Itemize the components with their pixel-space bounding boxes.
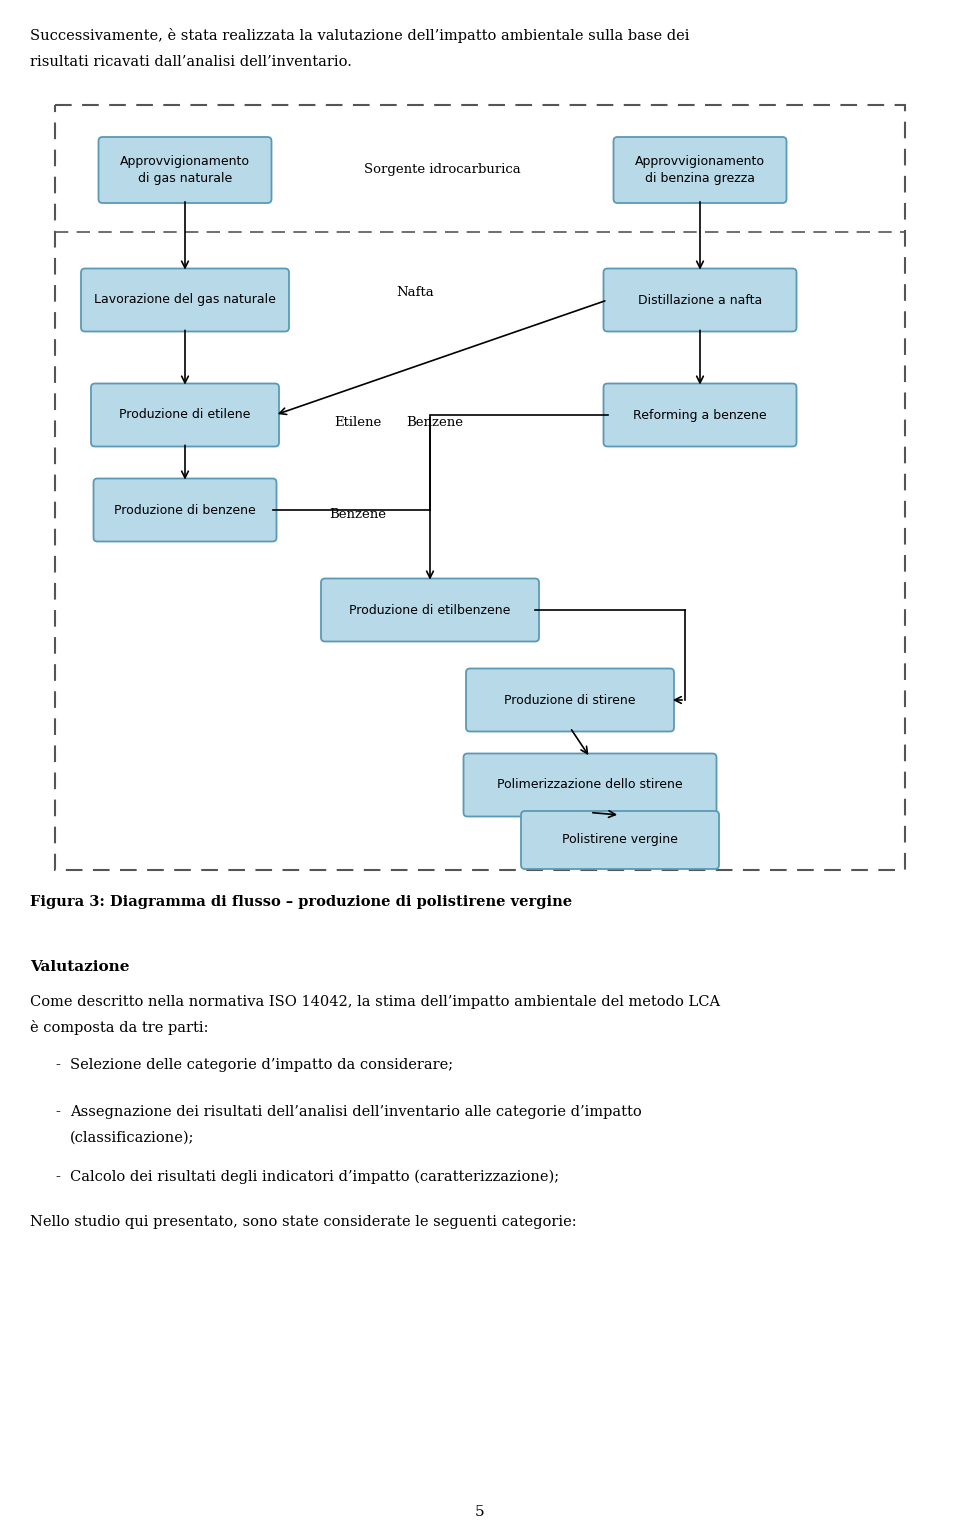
FancyBboxPatch shape — [604, 268, 797, 332]
Text: (classificazione);: (classificazione); — [70, 1131, 195, 1145]
Text: Sorgente idrocarburica: Sorgente idrocarburica — [364, 164, 520, 176]
Text: Approvvigionamento
di benzina grezza: Approvvigionamento di benzina grezza — [635, 155, 765, 185]
FancyBboxPatch shape — [604, 383, 797, 447]
Text: Produzione di etilene: Produzione di etilene — [119, 409, 251, 421]
Text: Nello studio qui presentato, sono state considerate le seguenti categorie:: Nello studio qui presentato, sono state … — [30, 1216, 577, 1229]
FancyBboxPatch shape — [91, 383, 279, 447]
Text: Distillazione a nafta: Distillazione a nafta — [637, 294, 762, 306]
Text: Benzene: Benzene — [329, 508, 387, 522]
Text: Successivamente, è stata realizzata la valutazione dell’impatto ambientale sulla: Successivamente, è stata realizzata la v… — [30, 28, 689, 43]
Text: risultati ricavati dall’analisi dell’inventario.: risultati ricavati dall’analisi dell’inv… — [30, 55, 352, 69]
FancyBboxPatch shape — [99, 136, 272, 204]
FancyBboxPatch shape — [521, 811, 719, 870]
Text: Valutazione: Valutazione — [30, 960, 130, 974]
FancyBboxPatch shape — [321, 579, 539, 641]
Text: Benzene: Benzene — [406, 416, 464, 430]
Text: -: - — [55, 1170, 60, 1183]
FancyBboxPatch shape — [81, 268, 289, 332]
FancyBboxPatch shape — [93, 479, 276, 542]
Text: -: - — [55, 1058, 60, 1072]
Text: Selezione delle categorie d’impatto da considerare;: Selezione delle categorie d’impatto da c… — [70, 1058, 453, 1072]
Text: Reforming a benzene: Reforming a benzene — [634, 409, 767, 421]
FancyBboxPatch shape — [466, 669, 674, 732]
Text: Lavorazione del gas naturale: Lavorazione del gas naturale — [94, 294, 276, 306]
Text: Produzione di etilbenzene: Produzione di etilbenzene — [349, 603, 511, 617]
Text: Nafta: Nafta — [396, 285, 434, 299]
FancyBboxPatch shape — [613, 136, 786, 204]
Text: 5: 5 — [475, 1505, 485, 1519]
FancyBboxPatch shape — [464, 753, 716, 816]
Text: Assegnazione dei risultati dell’analisi dell’inventario alle categorie d’impatto: Assegnazione dei risultati dell’analisi … — [70, 1105, 641, 1119]
Text: Etilene: Etilene — [334, 416, 382, 430]
Text: Approvvigionamento
di gas naturale: Approvvigionamento di gas naturale — [120, 155, 250, 185]
Text: -: - — [55, 1105, 60, 1119]
Text: Polimerizzazione dello stirene: Polimerizzazione dello stirene — [497, 778, 683, 792]
Text: Produzione di benzene: Produzione di benzene — [114, 504, 256, 516]
Text: Figura 3: Diagramma di flusso – produzione di polistirene vergine: Figura 3: Diagramma di flusso – produzio… — [30, 896, 572, 909]
Text: è composta da tre parti:: è composta da tre parti: — [30, 1020, 208, 1035]
Text: Come descritto nella normativa ISO 14042, la stima dell’impatto ambientale del m: Come descritto nella normativa ISO 14042… — [30, 995, 720, 1009]
Text: Produzione di stirene: Produzione di stirene — [504, 694, 636, 706]
Text: Calcolo dei risultati degli indicatori d’impatto (caratterizzazione);: Calcolo dei risultati degli indicatori d… — [70, 1170, 559, 1185]
Text: Polistirene vergine: Polistirene vergine — [562, 833, 678, 847]
